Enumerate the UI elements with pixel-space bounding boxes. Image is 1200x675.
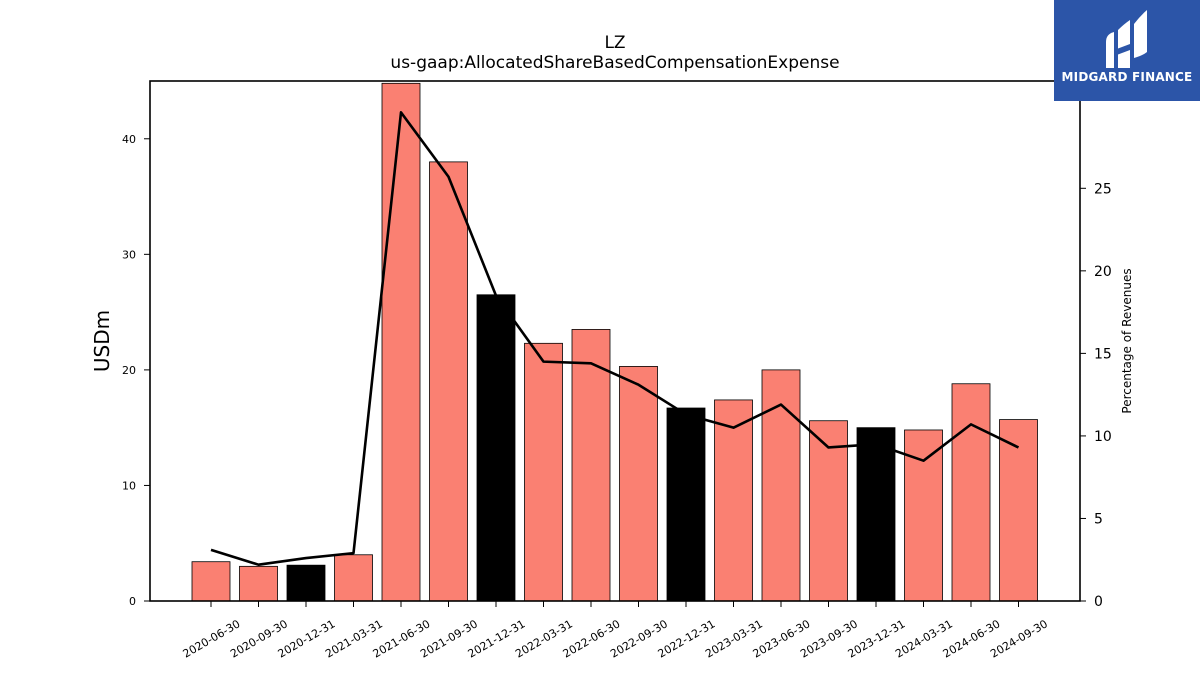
plot-area: 01020304005101520252020-06-302020-09-302…	[122, 80, 1112, 661]
y2-tick-label: 0	[1094, 594, 1103, 610]
y-tick-label: 20	[122, 364, 136, 377]
bar	[476, 294, 516, 602]
bar	[999, 419, 1038, 602]
bar	[714, 399, 753, 602]
y2-tick-label: 20	[1094, 264, 1112, 280]
bar	[334, 554, 373, 602]
chart-subtitle: us-gaap:AllocatedShareBasedCompensationE…	[390, 53, 839, 73]
line-series	[210, 111, 1020, 566]
y-tick-label: 30	[122, 248, 136, 261]
bar	[809, 420, 848, 602]
bar	[619, 366, 658, 602]
bar	[571, 329, 611, 602]
logo-text: MIDGARD FINANCE	[1061, 70, 1193, 84]
bar	[666, 407, 706, 602]
y2-axis-label: Percentage of Revenues	[1120, 268, 1134, 413]
bar	[429, 161, 468, 602]
y2-tick-label: 15	[1094, 346, 1112, 362]
bar	[904, 429, 943, 602]
plot-frame	[149, 80, 1081, 602]
y-tick-label: 40	[122, 133, 136, 146]
y-tick-label: 10	[122, 479, 136, 492]
bar	[761, 369, 801, 602]
bar	[239, 565, 278, 602]
bar	[286, 564, 326, 602]
y-tick-label: 0	[129, 595, 136, 608]
logo-mark-icon	[1106, 10, 1147, 68]
y2-tick-label: 5	[1094, 511, 1103, 527]
chart-title: LZ	[604, 33, 625, 53]
bar	[191, 561, 231, 602]
bar	[381, 82, 421, 602]
y-axis-label: USDm	[90, 310, 114, 372]
y2-tick-label: 10	[1094, 429, 1112, 445]
bar	[524, 342, 563, 602]
bar	[951, 383, 991, 602]
bar	[856, 427, 896, 602]
y2-tick-label: 25	[1094, 181, 1112, 197]
brand-logo: MIDGARD FINANCE	[1054, 0, 1200, 101]
